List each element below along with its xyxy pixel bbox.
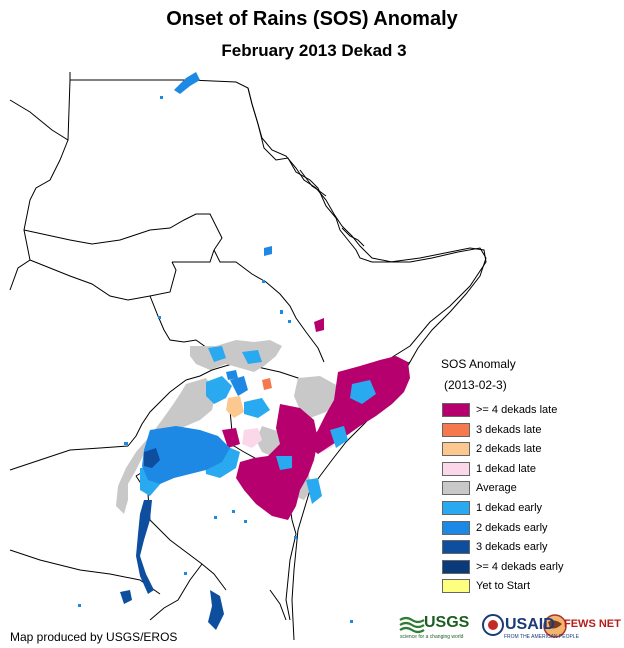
legend-label: 1 dekad early bbox=[476, 502, 543, 514]
usgs-wordmark: USGS bbox=[424, 614, 470, 631]
very-late-areas bbox=[222, 318, 410, 520]
legend-swatch bbox=[442, 520, 470, 535]
legend-label: 3 dekads early bbox=[476, 541, 548, 554]
credit-text: Map produced by USGS/EROS bbox=[10, 630, 178, 644]
legend-item: 1 dekad late bbox=[442, 461, 536, 477]
legend-label: 1 dekad late bbox=[476, 462, 536, 475]
usgs-tagline: science for a changing world bbox=[400, 634, 464, 640]
map-subtitle: February 2013 Dekad 3 bbox=[221, 41, 407, 60]
legend-label: >= 4 dekads late bbox=[476, 404, 558, 416]
legend-swatch bbox=[442, 442, 470, 457]
legend-swatch bbox=[442, 540, 470, 555]
legend-item: 2 dekads late bbox=[442, 441, 541, 457]
usgs-logo-icon bbox=[399, 616, 425, 634]
legend-item: 2 dekads early bbox=[442, 520, 548, 536]
legend-item: >= 4 dekads late bbox=[442, 402, 557, 418]
legend-item: 3 dekads late bbox=[442, 422, 541, 438]
legend-label: >= 4 dekads early bbox=[476, 560, 564, 573]
legend-title: SOS Anomaly bbox=[441, 357, 516, 371]
agency-logos: USGS science for a changing world USAID … bbox=[398, 612, 621, 642]
legend-item: Yet to Start bbox=[442, 578, 530, 594]
legend-swatch bbox=[442, 559, 470, 574]
logo-graphics bbox=[399, 614, 567, 638]
fewsnet-wordmark: FEWS NET bbox=[564, 618, 621, 630]
legend-swatch bbox=[442, 403, 470, 417]
legend-label: Yet to Start bbox=[476, 580, 531, 593]
legend-label: 2 dekads early bbox=[476, 521, 548, 534]
legend-label: 2 dekads late bbox=[476, 443, 542, 456]
legend-item: Average bbox=[442, 480, 517, 496]
usaid-tagline: FROM THE AMERICAN PEOPLE bbox=[504, 634, 579, 640]
legend-item: >= 4 dekads early bbox=[442, 559, 563, 575]
legend-swatch bbox=[442, 579, 470, 594]
legend-swatch bbox=[442, 422, 470, 437]
legend-label: 3 dekads late bbox=[476, 423, 542, 436]
map-title: Onset of Rains (SOS) Anomaly bbox=[166, 8, 458, 30]
legend-item: 1 dekad early bbox=[442, 500, 542, 516]
legend-swatch bbox=[442, 461, 470, 476]
three-dekads-early-areas bbox=[120, 448, 224, 630]
legend-date: (2013-02-3) bbox=[444, 378, 507, 392]
legend-label: Average bbox=[476, 482, 517, 495]
usaid-wordmark: USAID bbox=[505, 616, 555, 633]
legend-swatch bbox=[442, 481, 470, 496]
legend-swatch bbox=[442, 501, 470, 515]
legend-item: 3 dekads early bbox=[442, 539, 548, 555]
two-dekads-early-areas bbox=[142, 72, 272, 484]
scattered-pixels bbox=[78, 96, 353, 623]
